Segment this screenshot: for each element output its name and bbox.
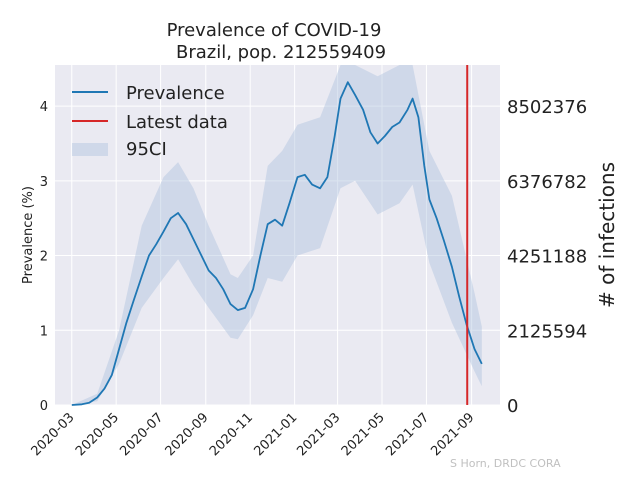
- grid-lines: [55, 65, 500, 406]
- y-axis-ticks: 0 1 2 3 4: [40, 100, 48, 414]
- x-tick-label: 2021-07: [383, 410, 432, 459]
- x-tick-label: 2021-03: [294, 410, 343, 459]
- right-y-tick-label: 6376782: [507, 172, 587, 193]
- y-tick-label: 0: [40, 399, 48, 414]
- x-tick-label: 2020-05: [73, 410, 122, 459]
- legend-label-95ci: 95CI: [126, 139, 167, 160]
- right-y-tick-label: 2125594: [507, 321, 587, 342]
- x-tick-label: 2021-09: [428, 410, 477, 459]
- legend-swatch-95ci: [72, 143, 108, 156]
- y-tick-label: 2: [40, 250, 48, 265]
- plot-area: [55, 65, 500, 405]
- prevalence-line-layer: [71, 81, 483, 406]
- x-axis-ticks: 2020-032020-052020-072020-092020-112021-…: [29, 410, 478, 459]
- y-axis-label: Prevalence (%): [21, 186, 36, 284]
- credit-text: S Horn, DRDC CORA: [450, 457, 561, 470]
- right-y-axis-label: # of infections: [595, 162, 619, 308]
- legend: Prevalence Latest data 95CI: [72, 83, 228, 160]
- chart-title: Prevalence of COVID-19: [167, 20, 382, 41]
- x-tick-label: 2020-07: [117, 410, 166, 459]
- chart-subtitle: Brazil, pop. 212559409: [176, 42, 386, 63]
- prevalence-line: [71, 81, 483, 406]
- y-tick-label: 1: [40, 324, 48, 339]
- ci-band: [71, 65, 482, 405]
- x-tick-label: 2020-09: [163, 410, 212, 459]
- x-tick-label: 2020-11: [207, 410, 256, 459]
- legend-label-prevalence: Prevalence: [126, 83, 225, 104]
- right-y-tick-label: 4251188: [507, 247, 587, 268]
- ci-band-layer: [71, 65, 482, 405]
- right-y-tick-label: 0: [507, 396, 518, 417]
- right-y-axis-ticks: 0 2125594 4251188 6376782 8502376: [507, 97, 587, 417]
- x-tick-label: 2021-01: [251, 410, 300, 459]
- legend-label-latest-data: Latest data: [126, 112, 228, 133]
- x-tick-label: 2021-05: [339, 410, 388, 459]
- y-tick-label: 4: [40, 100, 48, 115]
- y-tick-label: 3: [40, 175, 48, 190]
- right-y-tick-label: 8502376: [507, 97, 587, 118]
- x-tick-label: 2020-03: [29, 410, 78, 459]
